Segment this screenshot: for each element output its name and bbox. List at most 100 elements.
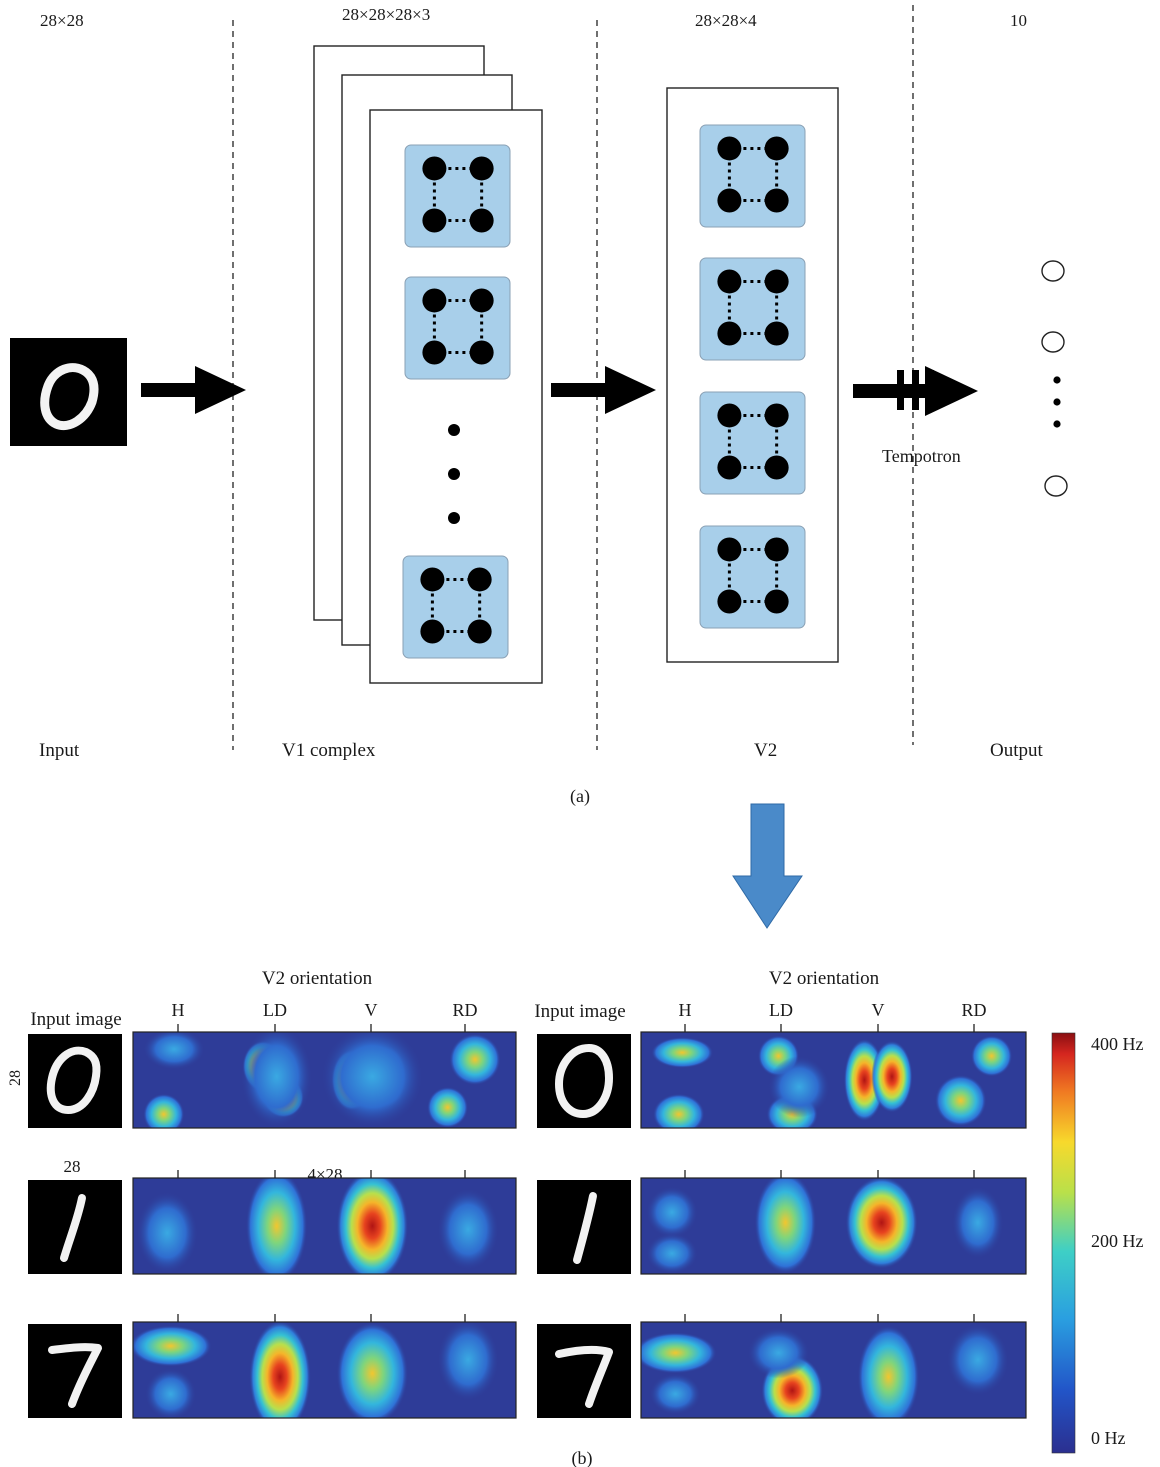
activity-blob [871, 1040, 913, 1113]
filter-unit [699, 257, 806, 361]
input-digit-image [537, 1034, 631, 1128]
v1-filters [402, 144, 511, 659]
filter-unit [699, 391, 806, 495]
activity-blob [971, 1035, 1013, 1077]
activity-blob [133, 1325, 212, 1367]
activity-blob [437, 1322, 499, 1401]
activity-blob [857, 1325, 920, 1418]
output-ellipsis [1053, 376, 1061, 428]
panel-b: V2 orientation Input image H LD V RD V2 … [7, 968, 1144, 1467]
panel-b-caption: (b) [572, 1448, 593, 1467]
filter-node [420, 567, 445, 592]
activity-blob [240, 1032, 313, 1128]
dim-v2: 28×28×4 [695, 11, 757, 30]
stage-label-output: Output [990, 740, 1044, 761]
colorbar-max: 400 Hz [1091, 1034, 1144, 1054]
stage-label-v2: V2 [754, 740, 777, 761]
filter-node [422, 340, 447, 365]
activity-blob [143, 1093, 185, 1128]
filter-node [422, 288, 447, 313]
filter-unit [404, 276, 511, 380]
orientation-response-map [132, 1321, 517, 1419]
response-row [28, 1024, 517, 1129]
orientation-h-right: H [679, 1000, 692, 1020]
response-row [537, 1314, 1027, 1419]
colorbar: 400 Hz 200 Hz 0 Hz [1051, 1032, 1144, 1454]
activity-blob [245, 1178, 308, 1274]
orientation-rd-left: RD [452, 1000, 477, 1020]
input-digit-image [28, 1180, 122, 1274]
dim-height-label: 28 [7, 1070, 24, 1086]
activity-blob [653, 1093, 705, 1128]
activity-blob [143, 1032, 205, 1070]
panel-a-caption: (a) [570, 786, 590, 807]
down-arrow [732, 803, 803, 929]
filter-node [764, 269, 789, 294]
filter-unit [699, 525, 806, 629]
input-digit-image [537, 1180, 631, 1274]
activity-blob [646, 1232, 698, 1274]
filter-node [764, 403, 789, 428]
output-neuron [1044, 475, 1068, 497]
filter-node [422, 156, 447, 181]
orientation-ld-right: LD [769, 1000, 793, 1020]
filter-node [717, 136, 742, 161]
v1-ellipsis [448, 424, 460, 524]
input-digit-image [28, 1034, 122, 1128]
arrow-v1-to-v2 [551, 366, 656, 414]
filter-node [764, 136, 789, 161]
filter-node [717, 537, 742, 562]
input-label-right: Input image [534, 1001, 625, 1022]
filter-node [467, 619, 492, 644]
input-digit-image [537, 1324, 631, 1418]
filter-node [469, 288, 494, 313]
dim-width-label: 28 [64, 1157, 81, 1176]
filter-node [469, 156, 494, 181]
activity-blob [427, 1086, 469, 1128]
tempotron-label: Tempotron [882, 446, 961, 466]
activity-blob [641, 1332, 717, 1374]
stage-label-input: Input [39, 740, 80, 761]
activity-blob [437, 1188, 499, 1271]
filter-node [764, 188, 789, 213]
filter-node [717, 188, 742, 213]
filter-node [764, 455, 789, 480]
filter-node [764, 589, 789, 614]
stage-label-v1: V1 complex [282, 740, 376, 761]
activity-blob [747, 1327, 810, 1379]
filter-unit [699, 124, 806, 228]
colorbar-mid: 200 Hz [1091, 1231, 1144, 1251]
activity-blob [946, 1323, 1009, 1396]
orientation-title-left: V2 orientation [262, 968, 373, 989]
dim-output: 10 [1010, 11, 1027, 30]
activity-blob [952, 1186, 1004, 1259]
activity-blob [934, 1074, 987, 1127]
activity-blob [136, 1191, 198, 1274]
output-neuron [1041, 260, 1065, 282]
orientation-response-map [640, 1031, 1027, 1129]
v2-filters [699, 124, 806, 629]
orientation-v-left: V [365, 1000, 378, 1020]
input-digit-image [28, 1324, 122, 1418]
activity-blob [651, 1037, 714, 1068]
activity-blob [649, 1373, 702, 1415]
filter-unit [404, 144, 511, 248]
orientation-response-map [640, 1321, 1027, 1419]
filter-node [764, 537, 789, 562]
orientation-ld-left: LD [263, 1000, 287, 1020]
activity-blob [768, 1056, 831, 1118]
activity-blob [845, 1178, 918, 1269]
colorbar-gradient [1051, 1032, 1076, 1454]
orientation-response-map [132, 1031, 517, 1129]
dim-v1: 28×28×28×3 [342, 5, 430, 24]
orientation-response-map [640, 1177, 1027, 1275]
orientation-response-map [132, 1177, 517, 1275]
activity-blob [336, 1322, 409, 1418]
output-neuron [1041, 331, 1065, 353]
filter-node [764, 321, 789, 346]
response-row [28, 1170, 517, 1275]
output-neurons [1041, 260, 1068, 497]
colorbar-min: 0 Hz [1091, 1428, 1126, 1448]
filter-node [717, 321, 742, 346]
